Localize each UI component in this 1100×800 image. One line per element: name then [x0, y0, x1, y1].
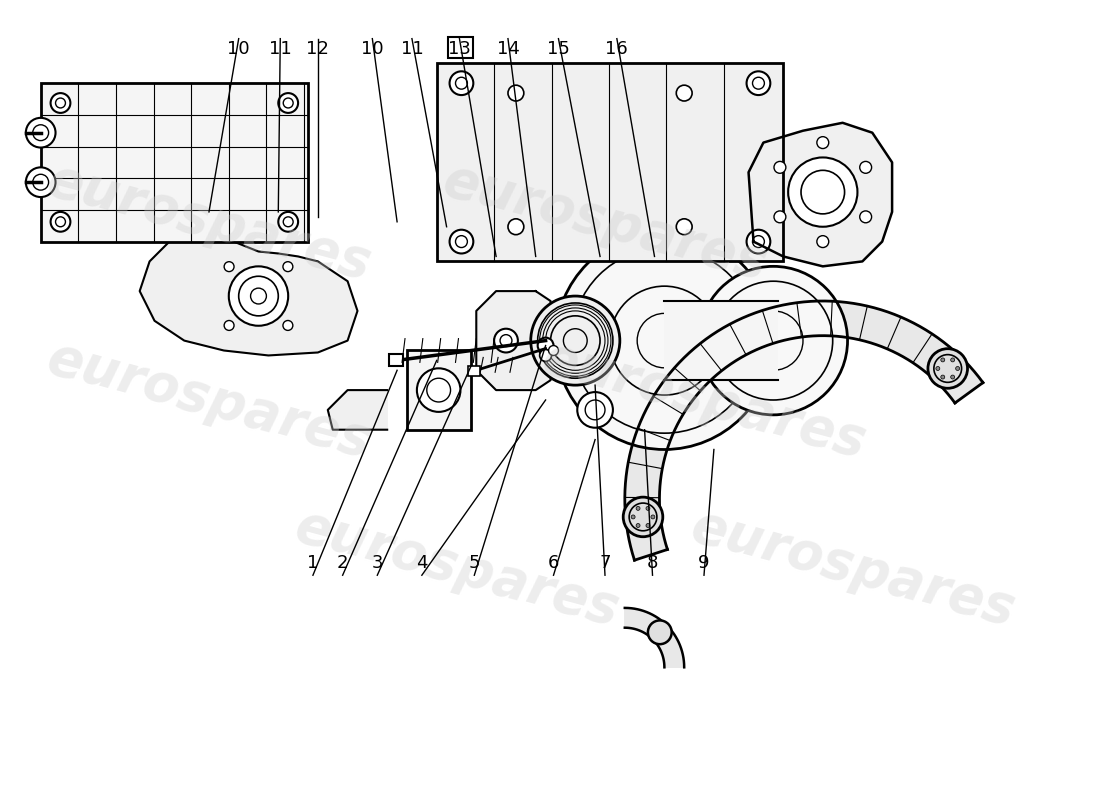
Circle shape: [25, 167, 55, 197]
Text: 14: 14: [496, 39, 519, 58]
Text: 11: 11: [268, 39, 292, 58]
Text: 2: 2: [337, 554, 349, 572]
Circle shape: [747, 230, 770, 254]
Circle shape: [229, 266, 288, 326]
Circle shape: [549, 346, 559, 355]
Circle shape: [698, 266, 847, 415]
Bar: [469, 366, 481, 376]
Circle shape: [940, 358, 945, 362]
Text: 10: 10: [228, 39, 250, 58]
Polygon shape: [328, 390, 387, 430]
Polygon shape: [625, 608, 684, 667]
Circle shape: [636, 506, 640, 510]
Polygon shape: [140, 232, 358, 355]
Circle shape: [224, 262, 234, 271]
Circle shape: [747, 71, 770, 95]
Bar: [407, 350, 471, 430]
Text: 12: 12: [307, 39, 329, 58]
Circle shape: [25, 118, 55, 147]
Text: eurospares: eurospares: [42, 154, 376, 290]
Circle shape: [860, 162, 871, 174]
Circle shape: [624, 497, 663, 537]
Circle shape: [283, 321, 293, 330]
Circle shape: [636, 523, 640, 527]
Bar: [437, 63, 783, 262]
Circle shape: [278, 93, 298, 113]
Text: 5: 5: [469, 554, 480, 572]
Circle shape: [936, 366, 939, 370]
Circle shape: [774, 162, 785, 174]
Bar: [448, 37, 473, 58]
Bar: [41, 83, 308, 242]
Circle shape: [676, 219, 692, 234]
Circle shape: [530, 296, 619, 385]
Circle shape: [648, 621, 672, 644]
Circle shape: [540, 350, 551, 362]
Circle shape: [578, 392, 613, 428]
Text: eurospares: eurospares: [537, 332, 871, 468]
Circle shape: [817, 236, 828, 247]
Circle shape: [817, 137, 828, 149]
Circle shape: [556, 232, 773, 450]
Circle shape: [860, 211, 871, 222]
Circle shape: [450, 230, 473, 254]
Circle shape: [51, 93, 70, 113]
Text: 1: 1: [307, 554, 319, 572]
Circle shape: [651, 515, 654, 519]
Circle shape: [646, 506, 650, 510]
Circle shape: [631, 515, 635, 519]
Circle shape: [278, 212, 298, 232]
Circle shape: [51, 212, 70, 232]
Circle shape: [774, 211, 785, 222]
Circle shape: [508, 219, 524, 234]
Text: 10: 10: [361, 39, 384, 58]
Text: eurospares: eurospares: [42, 332, 376, 468]
Circle shape: [676, 85, 692, 101]
Bar: [664, 301, 778, 380]
Text: 13: 13: [448, 39, 471, 58]
Circle shape: [417, 368, 461, 412]
Circle shape: [538, 338, 553, 354]
Text: 11: 11: [400, 39, 424, 58]
Circle shape: [928, 349, 968, 388]
Text: 4: 4: [416, 554, 428, 572]
Circle shape: [940, 375, 945, 379]
Text: eurospares: eurospares: [438, 154, 772, 290]
Circle shape: [508, 85, 524, 101]
Circle shape: [950, 358, 955, 362]
Text: 8: 8: [647, 554, 658, 572]
Text: eurospares: eurospares: [289, 500, 624, 637]
Polygon shape: [748, 122, 892, 266]
Polygon shape: [625, 301, 983, 560]
Circle shape: [283, 262, 293, 271]
Circle shape: [450, 71, 473, 95]
Text: 7: 7: [600, 554, 610, 572]
Text: 9: 9: [698, 554, 710, 572]
Circle shape: [788, 158, 857, 226]
Circle shape: [646, 523, 650, 527]
Circle shape: [494, 329, 518, 353]
Text: 16: 16: [605, 39, 628, 58]
Bar: [389, 354, 403, 366]
Circle shape: [224, 321, 234, 330]
Circle shape: [956, 366, 959, 370]
Text: 15: 15: [547, 39, 570, 58]
Polygon shape: [476, 291, 550, 390]
Text: 3: 3: [372, 554, 383, 572]
Text: eurospares: eurospares: [685, 500, 1020, 637]
Text: 6: 6: [548, 554, 559, 572]
Circle shape: [950, 375, 955, 379]
